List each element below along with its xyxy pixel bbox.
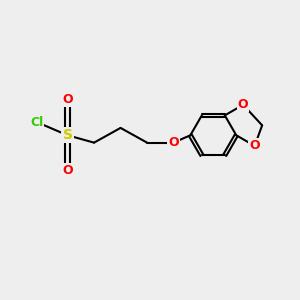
Text: O: O <box>168 136 179 149</box>
Text: O: O <box>238 98 248 111</box>
Text: O: O <box>249 140 260 152</box>
Text: S: S <box>63 128 73 142</box>
Text: O: O <box>62 164 73 177</box>
Text: Cl: Cl <box>30 116 43 128</box>
Text: O: O <box>62 93 73 106</box>
